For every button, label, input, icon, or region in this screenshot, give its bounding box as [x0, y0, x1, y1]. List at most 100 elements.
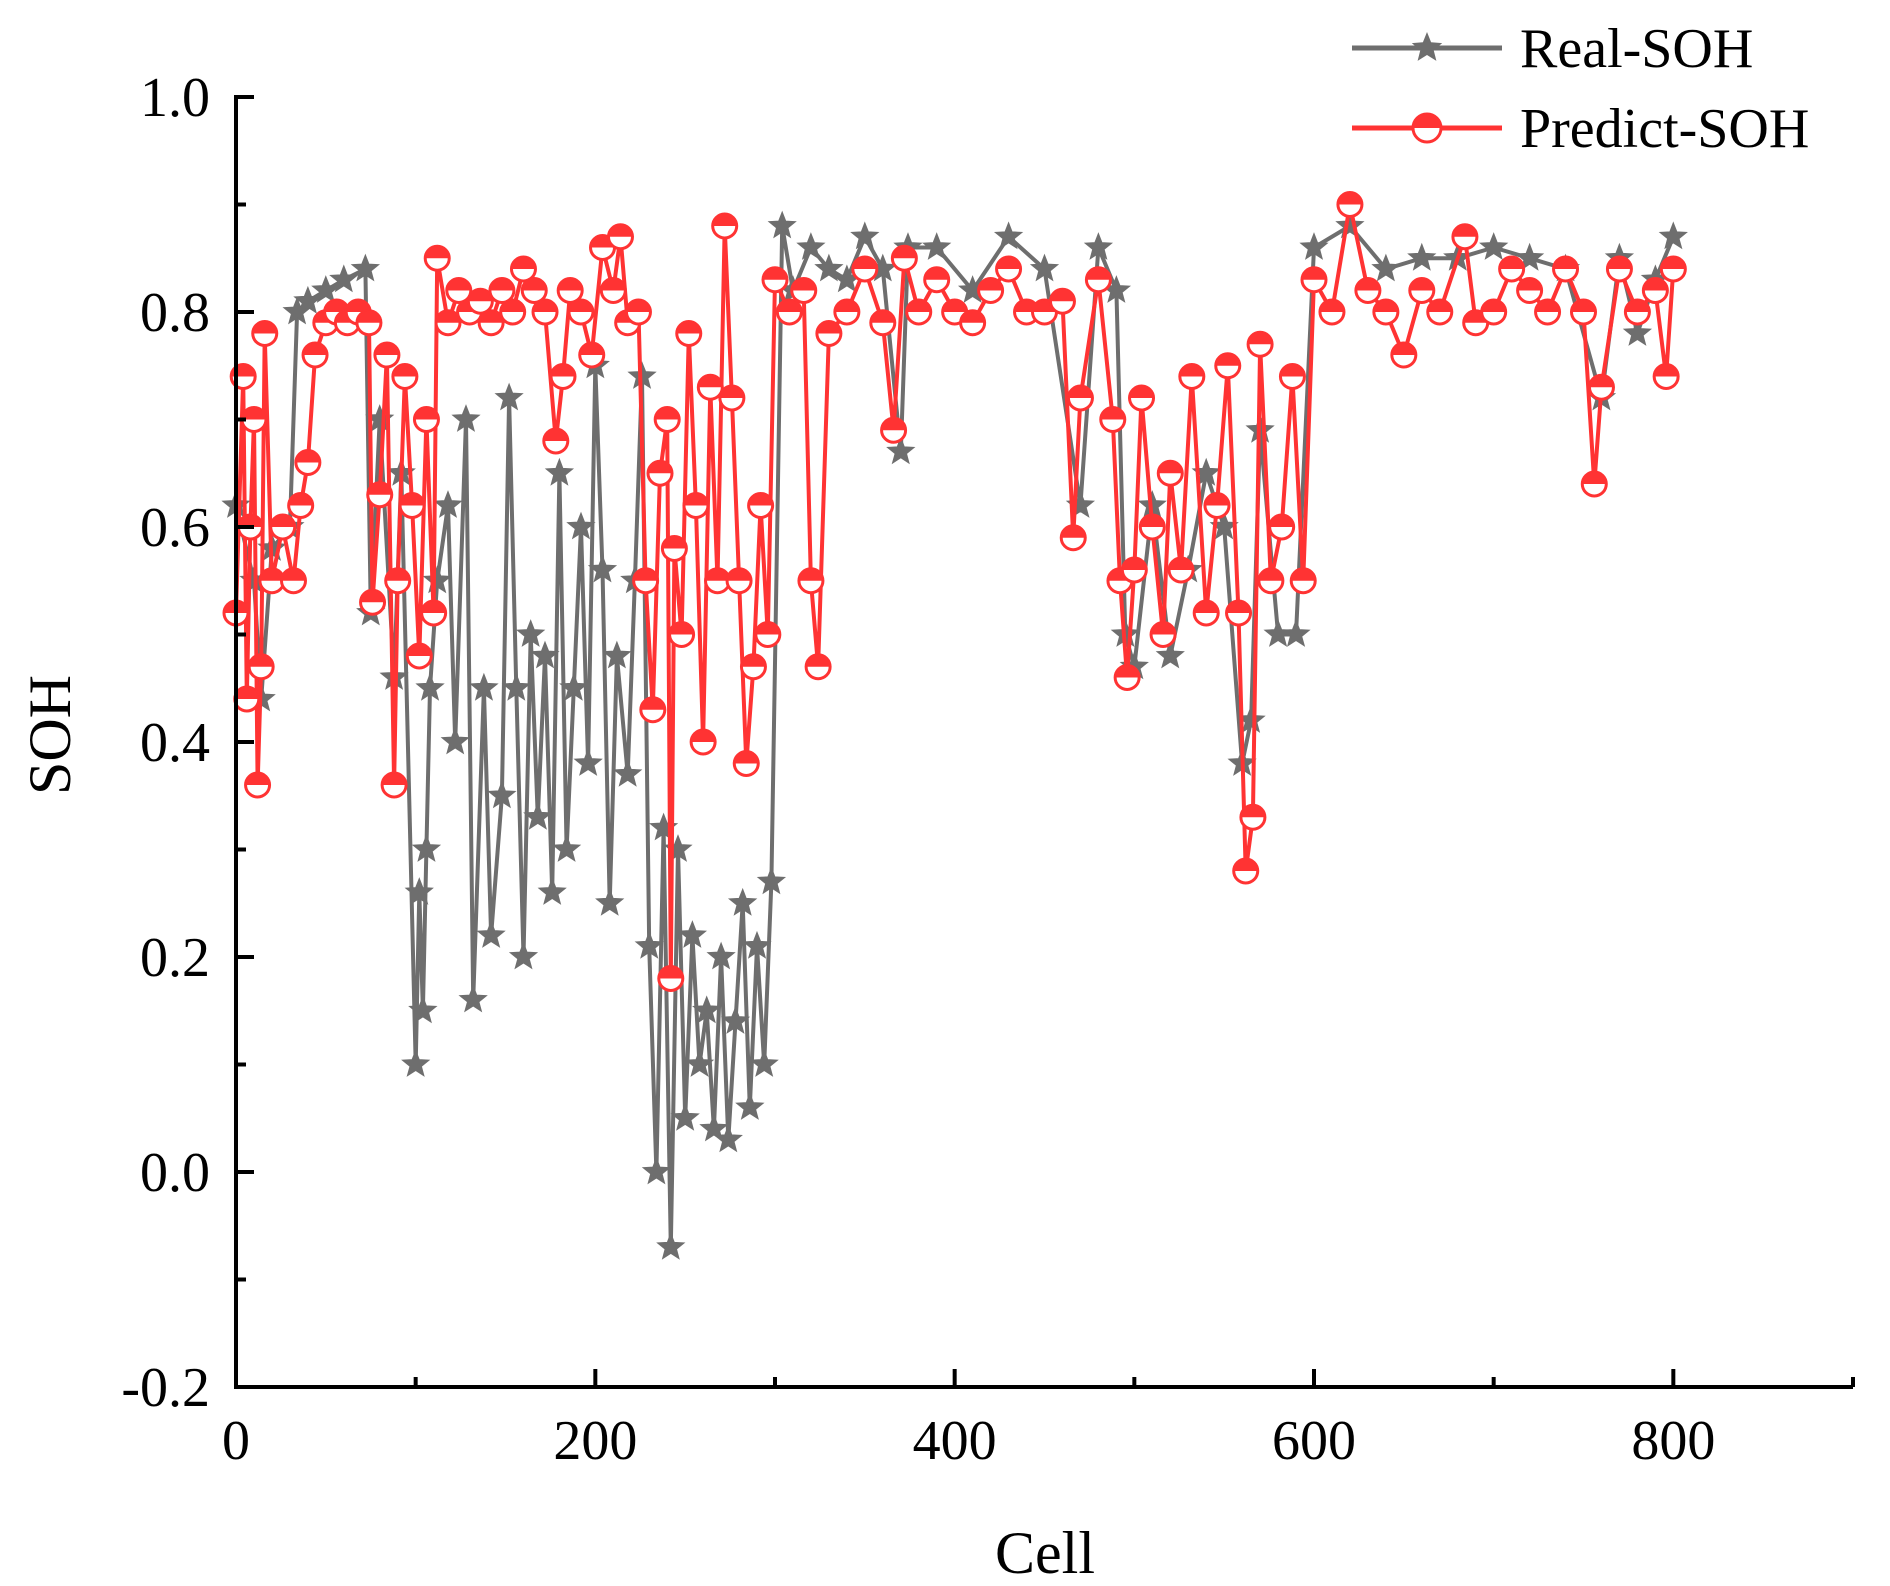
data-point: [520, 277, 548, 304]
data-point: [1408, 277, 1436, 304]
data-point: [1300, 266, 1328, 294]
data-point: [380, 771, 408, 799]
data-point: [689, 728, 717, 756]
y-tick-label: -0.2: [121, 1357, 210, 1419]
data-point: [1605, 255, 1633, 283]
data-point: [559, 672, 589, 701]
tick-labels: 0 200 400 600 800 -0.2 0.0 0.2 0.4 0.6 0.8 1.0: [121, 67, 1715, 1472]
data-point: [1289, 567, 1317, 595]
data-point: [1257, 567, 1285, 595]
data-point: [747, 492, 775, 519]
data-point: [1652, 363, 1680, 390]
axes: [234, 95, 1855, 1389]
legend-item: Real-SOH: [1352, 18, 1753, 80]
data-point: [404, 877, 434, 905]
data-point: [1570, 298, 1597, 326]
data-point: [451, 404, 481, 432]
data-point: [251, 320, 279, 347]
data-point: [602, 640, 632, 669]
data-point: [1048, 287, 1076, 315]
data-point: [1514, 242, 1545, 271]
data-point: [509, 255, 537, 283]
data-point: [329, 264, 359, 293]
data-point: [749, 1049, 779, 1077]
data-point: [735, 1092, 765, 1120]
x-tick-label: 0: [222, 1410, 250, 1472]
data-point: [1318, 298, 1346, 326]
data-point: [1083, 232, 1114, 260]
data-point: [646, 459, 674, 487]
data-point: [279, 567, 307, 595]
data-point: [1149, 621, 1177, 648]
data-point: [359, 588, 387, 616]
data-point: [959, 309, 987, 337]
data-point: [301, 341, 329, 369]
data-point: [684, 1049, 715, 1077]
data-point: [790, 277, 818, 304]
data-point: [1516, 277, 1544, 304]
data-point: [391, 363, 419, 390]
data-point: [1658, 221, 1688, 250]
data-point: [1128, 384, 1156, 412]
data-point: [632, 567, 660, 595]
data-point: [720, 1006, 751, 1034]
data-point: [1167, 556, 1195, 584]
data-point: [531, 298, 559, 326]
data-point: [420, 599, 448, 627]
data-point: [1354, 277, 1382, 304]
data-point: [415, 672, 445, 701]
data-point: [706, 941, 736, 970]
data-point: [1178, 363, 1206, 390]
data-point: [567, 298, 595, 326]
data-point: [1335, 210, 1365, 239]
legend-marker: [1411, 32, 1443, 61]
data-point: [366, 481, 394, 509]
data-point: [692, 995, 722, 1024]
data-point: [1138, 513, 1166, 541]
data-point: [501, 672, 531, 701]
data-point: [488, 277, 516, 304]
data-point: [433, 490, 463, 518]
data-point: [466, 287, 494, 315]
data-point: [1372, 298, 1400, 326]
data-point: [1622, 318, 1653, 346]
y-tick-label: 0.4: [140, 712, 210, 774]
legend: Real-SOH Predict-SOH: [1352, 18, 1809, 160]
data-point: [477, 309, 505, 337]
data-point: [977, 277, 1005, 304]
data-point: [537, 877, 567, 905]
data-point: [761, 266, 789, 294]
data-point: [670, 1102, 700, 1131]
series-line: [234, 202, 1676, 981]
data-point: [566, 511, 596, 540]
data-point: [269, 513, 297, 541]
data-point: [1426, 298, 1454, 326]
data-point: [682, 492, 710, 519]
data-point: [833, 298, 861, 326]
data-point: [653, 406, 681, 433]
data-point: [1156, 459, 1184, 487]
data-point: [578, 341, 606, 369]
data-point: [624, 298, 652, 326]
data-point: [1587, 373, 1615, 401]
data-point: [401, 1049, 431, 1077]
data-point: [1623, 298, 1651, 326]
data-point: [1534, 298, 1562, 326]
data-point: [373, 341, 401, 369]
data-point: [523, 801, 553, 830]
data-point: [660, 535, 688, 562]
data-point: [634, 930, 664, 959]
data-point: [797, 567, 825, 595]
data-point: [542, 427, 570, 455]
legend-label: Predict-SOH: [1520, 98, 1809, 160]
data-point: [1214, 352, 1242, 380]
data-point: [408, 995, 438, 1024]
data-point: [727, 887, 758, 916]
data-point: [1580, 470, 1608, 498]
data-point: [595, 887, 625, 916]
x-tick-label: 400: [913, 1410, 997, 1472]
data-point: [434, 309, 462, 337]
data-point: [1099, 406, 1127, 433]
data-point: [1120, 556, 1148, 584]
